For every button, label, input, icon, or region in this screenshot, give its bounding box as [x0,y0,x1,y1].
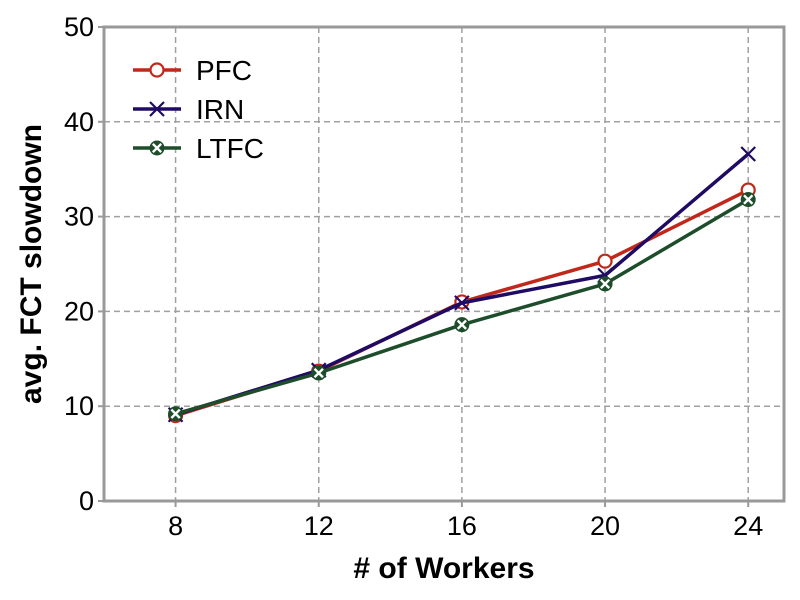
legend-marker-irn [149,101,165,117]
legend-marker-pfc [149,62,165,78]
legend-marker-ltfc [149,140,165,156]
y-tick-label: 50 [64,12,94,42]
y-tick-label: 10 [64,391,94,421]
legend-item-irn: IRN [133,94,244,125]
x-tick-label: 8 [168,511,183,541]
series-layer [167,146,756,424]
data-point-ltfc [454,317,470,333]
series-line-irn [175,152,750,417]
y-tick-label: 0 [79,486,94,516]
tick-layer: 0 10 20 30 40 50 8 12 16 20 24 [64,12,763,541]
x-axis-label: # of Workers [353,552,534,585]
data-point-ltfc [168,406,184,422]
data-point-irn [740,146,756,162]
legend-label-irn: IRN [196,94,244,125]
y-tick-label: 20 [64,296,94,326]
data-point-pfc [597,253,613,269]
legend-item-pfc: PFC [133,55,252,86]
legend-label-pfc: PFC [196,55,252,86]
x-tick-label: 20 [590,511,620,541]
y-tick-label: 40 [64,107,94,137]
y-axis-label: avg. FCT slowdown [15,124,48,404]
x-tick-label: 16 [447,511,477,541]
y-tick-label: 30 [64,202,94,232]
data-point-ltfc [740,192,756,208]
data-point-ltfc [597,276,613,292]
x-tick-label: 12 [304,511,334,541]
legend: PFC IRN LTFC [133,55,264,164]
data-point-ltfc [311,365,327,381]
x-tick-label: 24 [733,511,763,541]
legend-item-ltfc: LTFC [133,133,264,164]
data-point-irn [454,295,470,311]
legend-label-ltfc: LTFC [196,133,264,164]
plot-frame [102,25,786,503]
